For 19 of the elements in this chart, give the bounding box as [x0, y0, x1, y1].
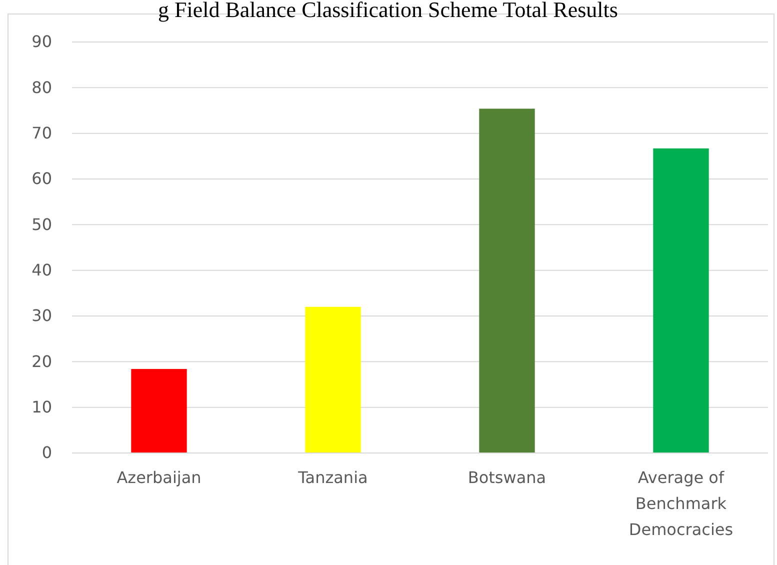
y-tick-label: 20: [32, 352, 52, 371]
y-tick-label: 50: [32, 214, 52, 234]
bar: [131, 368, 187, 453]
y-tick-label: 60: [32, 169, 52, 188]
x-tick-label: Average of Benchmark Democracies: [628, 468, 734, 539]
bar: [653, 148, 709, 453]
x-tick-label: Tanzania: [297, 468, 368, 487]
y-tick-label: 10: [32, 397, 52, 416]
y-tick-label: 30: [32, 306, 52, 326]
y-tick-label: 0: [42, 443, 52, 462]
bar: [305, 306, 361, 453]
chart-title: g Field Balance Classification Scheme Total Results: [158, 0, 618, 22]
x-tick-label: Azerbaijan: [116, 468, 202, 487]
y-tick-label: 90: [32, 32, 52, 52]
x-tick-label: Botswana: [468, 468, 546, 487]
y-tick-label: 70: [32, 123, 52, 142]
y-tick-label: 40: [32, 260, 52, 280]
y-tick-label: 80: [32, 78, 52, 97]
bar: [479, 108, 535, 453]
